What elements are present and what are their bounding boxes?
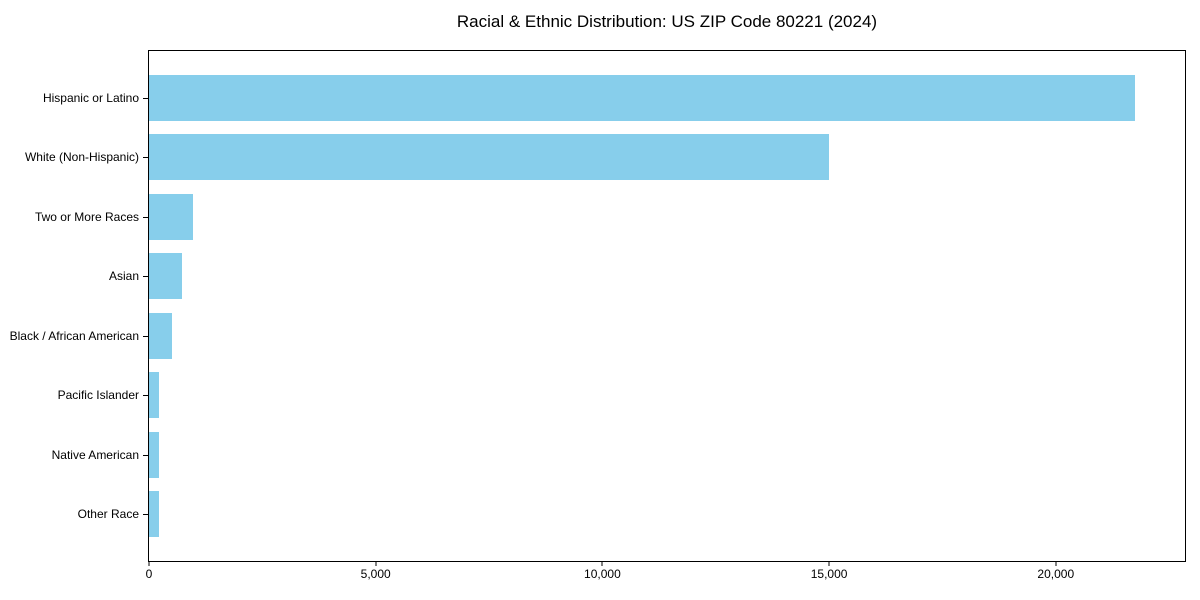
bar-row: Asian <box>109 247 1185 307</box>
bar-row: Other Race <box>78 485 1185 545</box>
bar <box>149 193 193 240</box>
x-tick-label: 10,000 <box>584 567 621 581</box>
category-label: Other Race <box>77 507 139 522</box>
category-label: White (Non-Hispanic) <box>24 150 139 165</box>
y-tick-mark <box>143 216 148 218</box>
y-tick-mark <box>143 97 148 99</box>
bar <box>149 134 830 181</box>
category-label: Pacific Islander <box>57 388 139 403</box>
bar <box>149 253 183 300</box>
x-tick-mark <box>828 561 830 566</box>
y-tick-mark <box>143 335 148 337</box>
x-tick-mark <box>148 561 150 566</box>
bar <box>149 74 1136 121</box>
x-tick-mark <box>1055 561 1057 566</box>
plot-area: Hispanic or Latino White (Non-Hispanic) Tw… <box>10 50 1186 580</box>
x-tick-mark <box>375 561 377 566</box>
x-tick-label: 0 <box>145 567 153 581</box>
x-tick-label: 20,000 <box>1037 567 1075 581</box>
bar <box>149 312 173 359</box>
category-label: Native American <box>51 447 139 462</box>
bar-row: Black / African American <box>10 306 1185 366</box>
bar <box>149 372 160 419</box>
category-label: Hispanic or Latino <box>42 90 139 105</box>
bar <box>149 491 159 538</box>
bar-row: Hispanic or Latino <box>43 68 1185 128</box>
x-tick-mark <box>601 561 603 566</box>
y-tick-mark <box>143 395 148 397</box>
bar-row: Two or More Races <box>35 187 1185 247</box>
y-tick-mark <box>143 514 148 516</box>
y-tick-mark <box>143 454 148 456</box>
y-tick-mark <box>143 157 148 159</box>
x-tick-label: 5,000 <box>360 567 391 581</box>
chart-title: Racial & Ethnic Distribution: US ZIP Cod… <box>456 12 878 31</box>
category-label: Black / African American <box>9 328 139 343</box>
category-label: Asian <box>108 269 139 284</box>
bar-rows-container: Hispanic or Latino White (Non-Hispanic) Tw… <box>10 68 1185 545</box>
y-tick-mark <box>143 276 148 278</box>
bar-row: White (Non-Hispanic) <box>25 128 1185 188</box>
category-label: Two or More Races <box>34 209 139 224</box>
x-tick-label: 15,000 <box>810 567 848 581</box>
bar <box>149 431 159 478</box>
bar-row: Pacific Islander <box>58 366 1185 426</box>
bar-row: Native American <box>52 425 1185 485</box>
